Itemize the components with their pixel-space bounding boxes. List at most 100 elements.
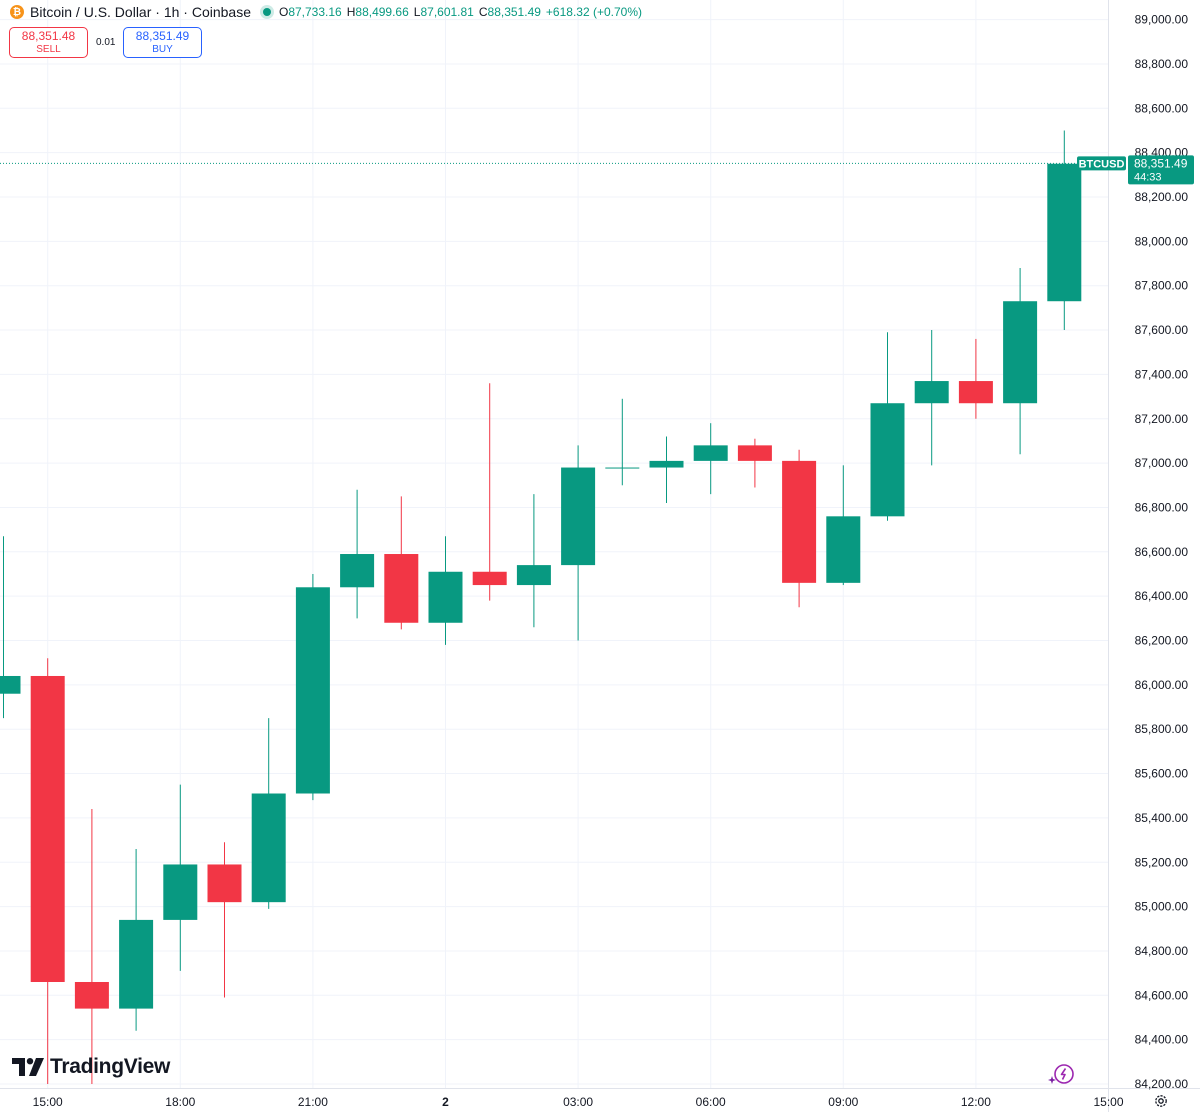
candle-body	[472, 571, 507, 586]
price-tick-label: 87,200.00	[1135, 412, 1189, 426]
price-tick-label: 86,000.00	[1135, 678, 1189, 692]
candle-body	[163, 864, 198, 920]
candles	[0, 130, 1082, 1084]
candle-body	[1003, 301, 1038, 404]
change-value: +618.32 (+0.70%)	[545, 5, 642, 19]
candle	[384, 496, 419, 630]
time-tick-label: 21:00	[298, 1095, 328, 1109]
candle	[119, 848, 154, 1031]
symbol-tag: BTCUSD	[1079, 158, 1125, 170]
low-label: L	[413, 5, 421, 19]
candle-body	[693, 445, 728, 461]
candle-body	[384, 554, 419, 623]
candle-body	[428, 571, 463, 623]
sell-price: 88,351.48	[21, 28, 76, 43]
price-tick-label: 84,600.00	[1135, 988, 1189, 1002]
buy-button[interactable]: 88,351.49 BUY	[123, 27, 202, 58]
close-label: C	[478, 5, 488, 19]
candle-body	[251, 793, 286, 903]
symbol-header: ₿ Bitcoin / U.S. Dollar · 1h · Coinbase …	[10, 3, 642, 21]
candle-body	[207, 864, 242, 903]
candle-body	[870, 403, 905, 517]
sparkle-icon[interactable]	[1048, 1062, 1076, 1086]
candle	[737, 438, 772, 488]
brand-name: TradingView	[50, 1055, 171, 1078]
price-tick-label: 87,600.00	[1135, 323, 1189, 337]
candle-body	[958, 381, 993, 404]
candle-body	[1047, 163, 1082, 302]
price-tick-label: 85,000.00	[1135, 900, 1189, 914]
time-tick-label: 09:00	[828, 1095, 858, 1109]
candle	[561, 445, 596, 641]
symbol-title[interactable]: Bitcoin / U.S. Dollar · 1h · Coinbase	[30, 4, 251, 20]
candle	[0, 536, 21, 719]
time-tick-label: 18:00	[165, 1095, 195, 1109]
buy-price: 88,351.49	[135, 28, 190, 43]
sell-button[interactable]: 88,351.48 SELL	[9, 27, 88, 58]
candle-body	[605, 467, 640, 469]
countdown-label: 44:33	[1134, 171, 1162, 183]
open-label: O	[278, 5, 289, 19]
price-tick-label: 87,000.00	[1135, 456, 1189, 470]
price-tick-label: 84,200.00	[1135, 1077, 1189, 1091]
candle	[472, 383, 507, 601]
time-tick-label: 06:00	[696, 1095, 726, 1109]
price-tick-label: 88,200.00	[1135, 190, 1189, 204]
candle	[163, 784, 198, 971]
candle	[251, 718, 286, 909]
candle	[428, 536, 463, 645]
candle	[516, 494, 551, 628]
candle	[914, 330, 949, 466]
tradingview-logo-icon	[12, 1058, 44, 1076]
last-price-tag-bg	[1128, 155, 1194, 185]
spread-value: 0.01	[96, 37, 116, 48]
candle	[605, 398, 640, 486]
price-tick-label: 86,200.00	[1135, 634, 1189, 648]
price-tick-label: 85,400.00	[1135, 811, 1189, 825]
price-tick-label: 84,400.00	[1135, 1033, 1189, 1047]
symbol-tag-bg	[1077, 156, 1126, 171]
candle	[30, 658, 65, 1084]
gear-icon[interactable]	[1154, 1094, 1168, 1108]
price-tick-label: 87,800.00	[1135, 279, 1189, 293]
candle-body	[340, 554, 375, 588]
price-tick-label: 88,000.00	[1135, 234, 1189, 248]
tradingview-logo[interactable]: TradingView	[12, 1055, 170, 1079]
price-tick-label: 85,600.00	[1135, 767, 1189, 781]
candle	[649, 436, 684, 504]
ohlc-values: O87,733.16 H88,499.66 L87,601.81 C88,351…	[279, 5, 642, 19]
time-tick-label: 12:00	[961, 1095, 991, 1109]
time-tick-label: 15:00	[33, 1095, 63, 1109]
candle	[693, 423, 728, 495]
last-price-label: 88,351.49	[1134, 156, 1188, 170]
bitcoin-icon: ₿	[10, 5, 24, 19]
candle	[1003, 267, 1038, 455]
sell-label: SELL	[36, 43, 61, 55]
price-tick-label: 88,800.00	[1135, 57, 1189, 71]
price-tick-label: 86,600.00	[1135, 545, 1189, 559]
price-tick-label: 87,400.00	[1135, 367, 1189, 381]
time-tick-label: 03:00	[563, 1095, 593, 1109]
low-value: 87,601.81	[420, 5, 474, 19]
candle-body	[649, 460, 684, 468]
candle-body	[826, 516, 861, 583]
candle	[1047, 130, 1082, 331]
price-tick-label: 85,200.00	[1135, 855, 1189, 869]
candle	[782, 449, 817, 608]
price-tick-label: 85,800.00	[1135, 722, 1189, 736]
candle	[826, 465, 861, 586]
candle-body	[782, 460, 817, 583]
candle	[340, 489, 375, 619]
candle	[958, 338, 993, 419]
close-value: 88,351.49	[487, 5, 541, 19]
high-label: H	[346, 5, 356, 19]
price-tick-label: 86,400.00	[1135, 589, 1189, 603]
candle	[295, 573, 330, 801]
price-tick-label: 89,000.00	[1135, 13, 1189, 27]
candle	[870, 332, 905, 521]
price-tick-label: 84,800.00	[1135, 944, 1189, 958]
time-axis[interactable]: 15:00 18:00 21:00 2 03:00 06:00 09:00 12:00 15:0…	[33, 1095, 1124, 1109]
price-axis[interactable]: 84,200.00 84,400.00 84,600.00 84,800.00 85,0…	[1135, 13, 1189, 1091]
